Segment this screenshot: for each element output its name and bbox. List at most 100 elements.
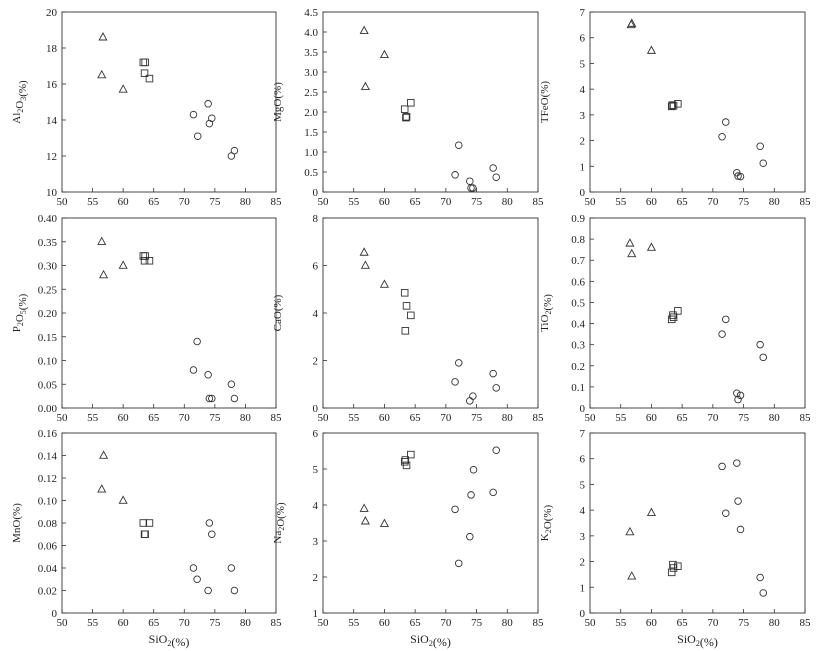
circle-point xyxy=(189,110,198,119)
x-tick-label: 65 xyxy=(148,196,160,208)
y-tick-label: 0.1 xyxy=(571,382,585,394)
triangle-point xyxy=(359,247,369,256)
x-tick-label: 55 xyxy=(348,412,360,424)
y-tick-label: 0.6 xyxy=(571,276,585,288)
square-point xyxy=(141,58,149,67)
y-tick-label: 5 xyxy=(580,479,586,491)
square-point xyxy=(407,99,415,107)
x-tick-label: 80 xyxy=(240,412,252,424)
x-tick-label: 55 xyxy=(87,617,99,629)
triangle-point xyxy=(97,69,107,79)
circle-point xyxy=(733,459,741,467)
x-tick-label: 50 xyxy=(318,196,330,208)
triangle-point xyxy=(360,516,370,525)
square-point xyxy=(402,113,410,122)
x-tick-label: 80 xyxy=(769,412,781,424)
x-tick-label: 55 xyxy=(87,196,99,208)
circle-point xyxy=(469,465,478,474)
circle-point xyxy=(455,559,463,568)
y-tick-label: 0.30 xyxy=(38,261,58,273)
square-point xyxy=(139,58,148,67)
circle-point xyxy=(759,589,767,597)
circle-point xyxy=(205,394,214,403)
y-tick-label: 1 xyxy=(313,608,319,620)
circle-point xyxy=(451,505,459,514)
triangle-point xyxy=(625,238,635,247)
x-tick-label: 70 xyxy=(707,412,719,424)
x-tick-label: 55 xyxy=(87,412,99,424)
circle-point xyxy=(756,573,764,582)
y-tick-label: 0.00 xyxy=(38,403,58,415)
y-tick-label: 7 xyxy=(580,7,586,19)
square-point xyxy=(669,311,677,319)
y-axis-label: Al2O3(%) xyxy=(11,80,29,124)
circle-point xyxy=(455,141,463,149)
y-tick-label: 0.16 xyxy=(38,428,58,440)
plot-frame xyxy=(589,217,806,409)
y-tick-label: 0.02 xyxy=(38,586,57,598)
y-tick-label: 1.5 xyxy=(304,127,318,139)
x-tick-label: 65 xyxy=(677,412,689,424)
x-tick-label: 85 xyxy=(800,412,812,424)
circle-point xyxy=(466,532,474,541)
x-tick-label: 75 xyxy=(209,196,221,208)
x-tick-label: 75 xyxy=(209,617,221,629)
circle-point xyxy=(204,100,212,108)
y-tick-label: 4 xyxy=(313,500,319,512)
plot-frame xyxy=(61,432,277,614)
square-point xyxy=(667,102,676,111)
y-tick-label: 12 xyxy=(46,151,57,163)
triangle-point xyxy=(359,25,369,35)
y-axis-label: TFeO(%) xyxy=(539,81,551,123)
x-tick-label: 65 xyxy=(410,196,422,208)
x-tick-label: 60 xyxy=(379,412,391,424)
circle-point xyxy=(208,530,216,539)
panel-na2o: 50 55 60 65 70 75 80 85 1 2 3 4 5 6 Na2O(%) SiO2(%) xyxy=(272,428,544,649)
y-axis-label: Na2O(%) xyxy=(272,502,287,544)
triangle-point xyxy=(646,45,656,54)
y-tick-label: 2 xyxy=(580,557,586,569)
x-tick-label: 75 xyxy=(738,196,750,208)
y-tick-label: 0.5 xyxy=(304,167,318,179)
square-point xyxy=(674,307,682,315)
triangle-point xyxy=(360,81,370,91)
y-tick-label: 3 xyxy=(580,110,586,122)
y-tick-label: 0.15 xyxy=(38,332,58,344)
y-tick-label: 5 xyxy=(580,58,586,70)
y-tick-label: 2 xyxy=(313,572,319,584)
square-point xyxy=(141,530,149,539)
y-tick-label: 4 xyxy=(580,505,586,517)
y-tick-label: 0.9 xyxy=(571,213,585,225)
x-tick-label: 85 xyxy=(533,196,545,208)
circle-point xyxy=(451,171,459,179)
square-point xyxy=(667,568,676,577)
x-tick-label: 50 xyxy=(318,617,330,629)
square-point xyxy=(402,113,411,121)
y-tick-label: 0.06 xyxy=(38,541,58,553)
circle-point xyxy=(756,142,764,150)
square-point xyxy=(407,311,415,320)
x-tick-label: 80 xyxy=(240,196,252,208)
y-tick-label: 0 xyxy=(313,403,319,415)
y-tick-label: 7 xyxy=(580,428,586,440)
x-tick-label: 85 xyxy=(800,617,812,629)
triangle-point xyxy=(118,260,128,269)
y-tick-label: 0.25 xyxy=(38,284,58,296)
x-axis-label: SiO2(%) xyxy=(410,632,451,649)
circle-point xyxy=(718,132,726,141)
x-tick-label: 85 xyxy=(271,412,283,424)
circle-point xyxy=(451,378,459,386)
y-tick-label: 3 xyxy=(313,536,319,548)
y-tick-label: 10 xyxy=(46,187,58,199)
panel-p2o5: 50 55 60 65 70 75 80 85 0.00 0.05 0.10 0.15 0.20 0.25… xyxy=(11,213,282,424)
panel-tio2: 50 55 60 65 70 75 80 85 0 0.1 0.2 0.3 0.4 0.5 0.6 0.7 0.… xyxy=(539,213,811,424)
x-tick-label: 70 xyxy=(707,196,719,208)
square-point xyxy=(140,257,149,265)
square-point xyxy=(400,105,409,113)
triangle-point xyxy=(379,49,389,59)
y-tick-label: 14 xyxy=(46,115,58,127)
x-tick-label: 85 xyxy=(271,617,283,629)
triangle-point xyxy=(627,18,637,27)
circle-point xyxy=(205,519,214,527)
